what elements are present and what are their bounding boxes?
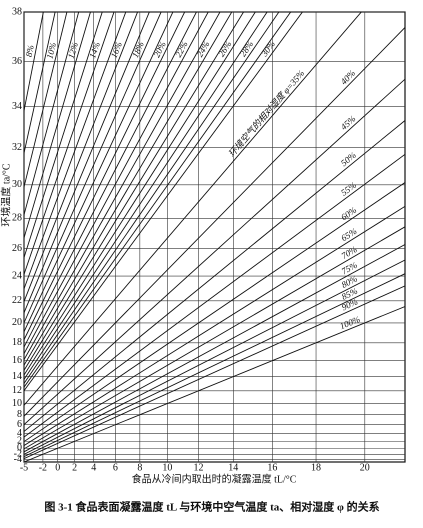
x-tick-label: 12	[193, 462, 203, 473]
line-label: 14%	[87, 41, 102, 60]
chart-title: 图 3-1 食品表面凝露温度 tL 与环境中空气温度 ta、相对湿度 φ 的关系	[44, 500, 379, 514]
humidity-line	[24, 12, 221, 361]
line-label: 75%	[340, 260, 359, 277]
humidity-line	[24, 285, 405, 460]
x-tick-label: 14	[228, 462, 238, 473]
humidity-line	[24, 205, 405, 447]
humidity-line	[24, 226, 405, 450]
humidity-line	[24, 12, 233, 367]
y-tick-label: 22	[12, 295, 22, 306]
line-label: 28%	[238, 39, 256, 58]
humidity-line	[24, 259, 405, 455]
line-label: 8%	[24, 44, 36, 58]
humidity-line	[24, 12, 115, 276]
line-label: 16%	[109, 40, 124, 59]
humidity-line	[24, 78, 405, 426]
x-tick-label: -2	[39, 462, 47, 473]
x-tick-label: 2	[72, 462, 77, 473]
line-label: 24%	[195, 39, 212, 58]
humidity-line	[24, 306, 405, 462]
humidity-line	[24, 12, 150, 315]
line-label: 22%	[173, 40, 190, 59]
line-label: 10%	[44, 41, 58, 59]
humidity-line	[24, 12, 292, 388]
line-label: 环境空气的相对湿度 φ=35%	[227, 68, 307, 159]
humidity-line	[24, 12, 103, 260]
line-label: 18%	[130, 40, 146, 59]
humidity-line	[24, 12, 209, 355]
humidity-line	[24, 12, 174, 333]
line-label: 70%	[339, 244, 358, 261]
y-tick-label: 0	[17, 443, 22, 454]
line-label: 60%	[339, 205, 358, 223]
y-tick-label: 18	[12, 337, 22, 348]
line-label: 20%	[152, 40, 168, 59]
line-label: 45%	[339, 113, 358, 131]
humidity-line	[24, 12, 80, 217]
y-tick-label: 6	[17, 419, 22, 430]
y-tick-label: 28	[12, 213, 22, 224]
humidity-line	[24, 12, 268, 381]
humidity-line	[24, 120, 405, 433]
humidity-line	[24, 12, 197, 349]
y-axis-label: 环境温度 ta/°C	[0, 163, 12, 226]
humidity-line	[24, 12, 245, 372]
x-tick-label: 4	[91, 462, 96, 473]
line-label: 12%	[66, 41, 80, 60]
humidity-line	[24, 12, 56, 156]
x-tick-label: 18	[311, 462, 321, 473]
humidity-line	[24, 12, 127, 291]
line-label: 65%	[339, 226, 358, 243]
y-tick-label: -2	[14, 449, 22, 460]
humidity-line	[24, 244, 405, 453]
humidity-line	[24, 12, 139, 303]
y-tick-label: 30	[12, 179, 22, 190]
line-label: 55%	[339, 180, 358, 198]
humidity-line	[24, 12, 256, 376]
y-tick-label: 8	[17, 409, 22, 420]
grid	[23, 11, 405, 462]
y-tick-label: 2	[17, 436, 22, 447]
humidity-line	[24, 12, 303, 392]
y-tick-label: 4	[17, 428, 22, 439]
humidity-line	[24, 12, 91, 240]
y-tick-label: 34	[12, 101, 22, 112]
humidity-line	[24, 182, 405, 443]
humidity-line	[24, 12, 44, 113]
line-label: 40%	[339, 68, 358, 87]
y-tick-label: 32	[12, 142, 22, 153]
x-tick-label: 10	[162, 462, 172, 473]
y-tick-label: 24	[12, 270, 22, 281]
x-tick-label: 6	[113, 462, 118, 473]
y-tick-label: 16	[12, 355, 22, 366]
y-tick-label: 26	[12, 243, 22, 254]
humidity-line	[24, 12, 186, 341]
y-tick-label: 12	[12, 385, 22, 396]
x-tick-label: 16	[267, 462, 277, 473]
y-tick-label: -4	[14, 454, 22, 465]
line-label: 50%	[339, 150, 358, 168]
humidity-line	[24, 153, 405, 438]
y-tick-label: 10	[12, 398, 22, 409]
line-label: 26%	[216, 39, 233, 58]
humidity-line	[24, 12, 362, 406]
humidity-line	[24, 12, 162, 324]
y-tick-label: 14	[12, 371, 22, 382]
x-tick-label: 20	[360, 462, 370, 473]
x-tick-label: -5	[20, 462, 28, 473]
humidity-line	[24, 12, 280, 385]
x-tick-label: 8	[137, 462, 142, 473]
line-label: 30%	[259, 39, 277, 59]
y-tick-label: 20	[12, 317, 22, 328]
x-tick-label: 0	[55, 462, 60, 473]
humidity-line	[24, 27, 405, 417]
y-tick-label: 38	[12, 6, 22, 17]
x-axis-label: 食品从冷间内取出时的凝露温度 tL/°C	[132, 472, 297, 485]
humidity-line	[24, 273, 405, 458]
y-tick-label: 36	[12, 56, 22, 67]
curves	[24, 12, 405, 462]
humidity-line	[24, 12, 68, 189]
